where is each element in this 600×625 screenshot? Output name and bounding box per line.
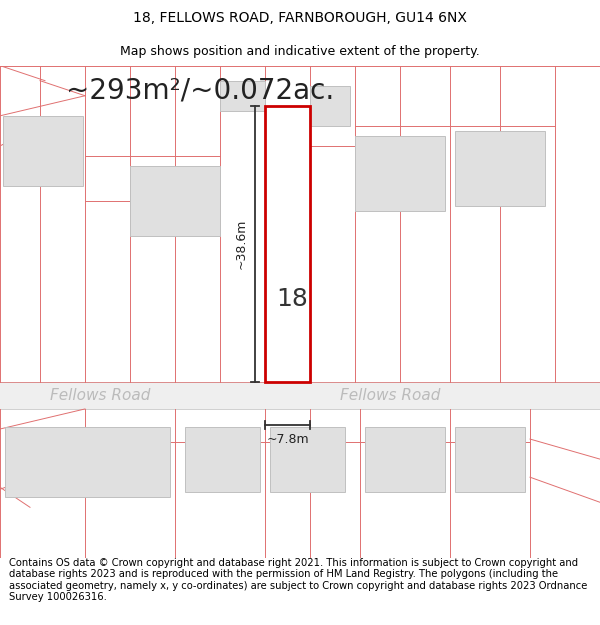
Text: ~7.8m: ~7.8m [266,432,309,446]
Text: Fellows Road: Fellows Road [50,388,150,403]
Bar [265,106,310,382]
Bar [5,427,170,498]
Text: ~293m²/~0.072ac.: ~293m²/~0.072ac. [66,77,334,105]
Bar [455,427,525,493]
Text: Fellows Road: Fellows Road [340,388,440,403]
Text: ~38.6m: ~38.6m [235,219,248,269]
Bar [455,131,545,206]
Bar [130,166,220,236]
Text: Map shows position and indicative extent of the property.: Map shows position and indicative extent… [120,45,480,58]
Bar [310,86,350,126]
Text: Contains OS data © Crown copyright and database right 2021. This information is : Contains OS data © Crown copyright and d… [9,558,587,602]
Bar [355,136,445,211]
Bar [0,382,600,409]
Bar [3,116,83,186]
Bar [220,81,265,111]
Bar [270,427,345,493]
Bar [185,427,260,493]
Text: 18: 18 [277,287,308,311]
Text: 18, FELLOWS ROAD, FARNBOROUGH, GU14 6NX: 18, FELLOWS ROAD, FARNBOROUGH, GU14 6NX [133,11,467,26]
Bar [365,427,445,493]
